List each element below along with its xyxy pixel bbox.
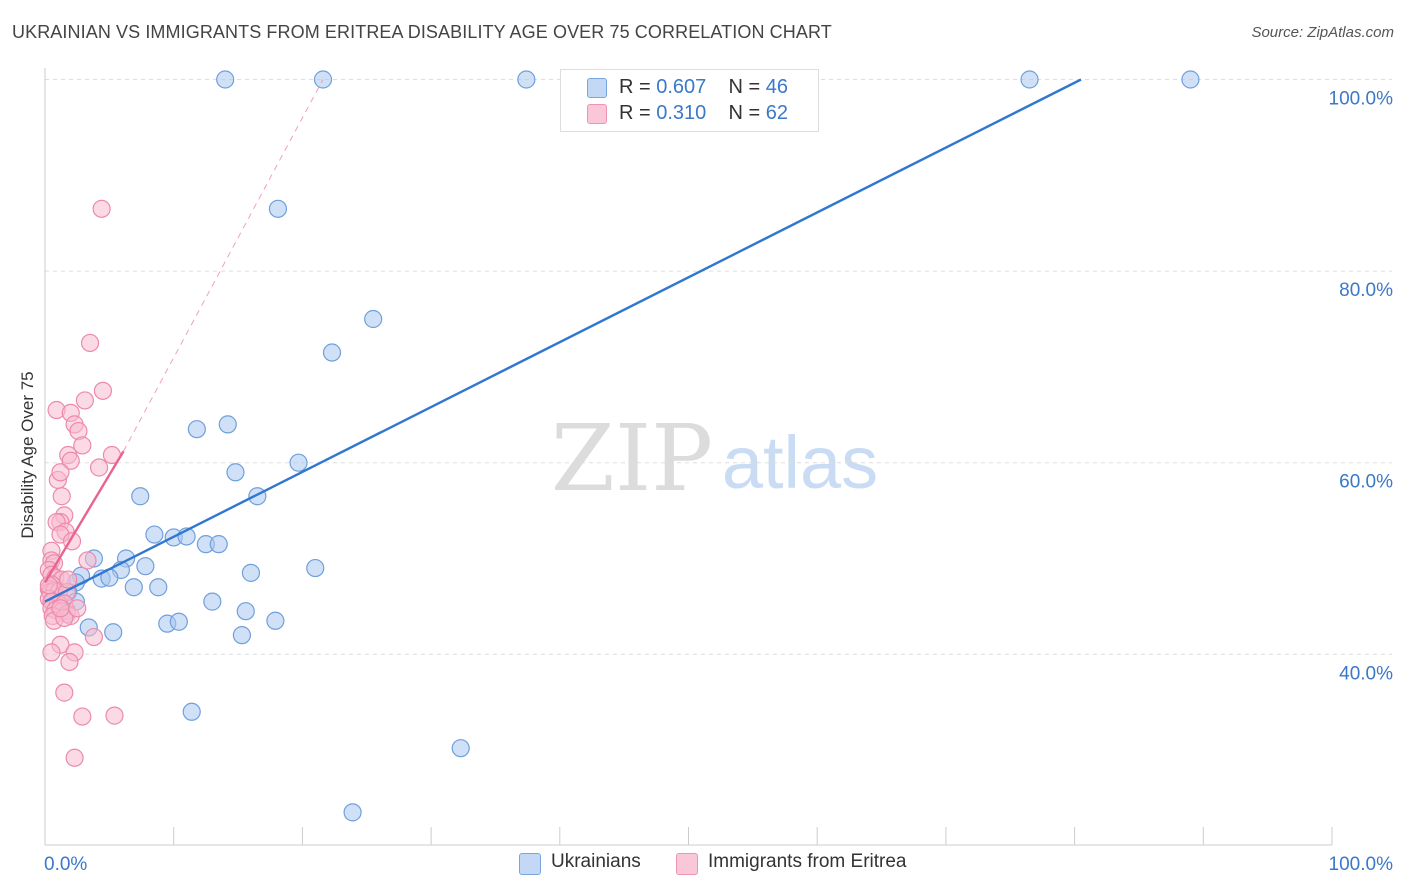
eritrea-point — [92, 199, 111, 218]
y-axis-label: Disability Age Over 75 — [18, 371, 37, 539]
eritrea-trend-line — [43, 450, 125, 584]
ukrainian-point — [343, 803, 362, 822]
chart-title: UKRAINIAN VS IMMIGRANTS FROM ERITREA DIS… — [12, 22, 832, 42]
eritrea-point — [42, 643, 61, 662]
eritrea-point — [55, 683, 74, 702]
legend-r-label: R = — [619, 102, 651, 124]
ukrainian-point — [517, 70, 536, 89]
eritrea-point — [105, 706, 124, 725]
bottom-legend-swatch-blue — [519, 853, 541, 875]
eritrea-point — [80, 333, 100, 353]
ukrainian-point — [232, 626, 252, 645]
bottom-legend-label: Immigrants from Eritrea — [708, 851, 907, 872]
y-tick-label: 80.0% — [1339, 280, 1393, 301]
eritrea-point — [51, 599, 70, 618]
eritrea-point — [84, 627, 104, 647]
eritrea-point — [59, 570, 78, 589]
legend-stats-ukrainians: R = 0.607 N = 46 — [619, 76, 788, 99]
ukrainian-point — [364, 309, 383, 329]
ukrainian-point — [306, 558, 325, 578]
ukrainian-point — [145, 525, 164, 544]
y-tick-label: 40.0% — [1339, 663, 1393, 684]
ukrainian-point — [226, 463, 245, 482]
legend-n-value: 46 — [765, 76, 789, 98]
ukrainian-point — [209, 535, 228, 554]
ukrainian-point — [289, 453, 308, 472]
ukrainian-point — [149, 578, 168, 597]
ukrainian-point — [236, 602, 255, 621]
eritrea-point — [73, 436, 92, 455]
y-tick-label: 100.0% — [1329, 89, 1394, 110]
legend-n-label: N = — [728, 76, 761, 98]
ukrainian-point — [203, 592, 222, 611]
bottom-legend-label: Ukrainians — [551, 851, 641, 872]
legend-swatch-blue — [587, 78, 607, 98]
ukrainian-point — [268, 199, 288, 218]
ukrainian-point — [218, 415, 237, 434]
eritrea-trend-extension — [123, 79, 324, 452]
ukrainian-point — [169, 612, 188, 631]
legend-swatch-pink — [587, 104, 607, 124]
eritrea-point — [78, 551, 97, 570]
eritrea-point — [52, 487, 71, 506]
ukrainian-point — [124, 578, 143, 597]
eritrea-point — [75, 391, 94, 410]
eritrea-point — [39, 576, 58, 595]
ukrainian-point — [104, 623, 123, 642]
watermark-zip: ZIP — [551, 405, 713, 512]
eritrea-point — [51, 463, 70, 482]
legend-row-eritrea: R = 0.310 N = 62 — [561, 101, 818, 127]
ukrainian-point — [1181, 70, 1200, 89]
legend-r-value: 0.310 — [656, 102, 707, 124]
legend-n-label: N = — [728, 102, 761, 124]
correlation-legend: R = 0.607 N = 46 R = 0.310 N = 62 — [560, 69, 819, 132]
eritrea-point — [93, 381, 113, 400]
ukrainian-point — [1020, 70, 1039, 89]
y-tick-label: 60.0% — [1339, 472, 1393, 493]
eritrea-point — [68, 599, 87, 618]
eritrea-point — [89, 458, 109, 477]
ukrainian-point — [187, 420, 206, 439]
legend-r-label: R = — [619, 76, 651, 98]
ukrainian-point — [182, 702, 201, 721]
ukrainian-point — [451, 739, 470, 758]
legend-row-ukrainians: R = 0.607 N = 46 — [561, 75, 818, 101]
ukrainian-trend-line — [44, 78, 1082, 603]
x-tick-label-max: 100.0% — [1329, 854, 1394, 875]
eritrea-point — [61, 451, 80, 470]
ukrainian-point — [136, 557, 155, 576]
eritrea-point — [65, 748, 84, 767]
ukrainian-point — [131, 487, 150, 506]
eritrea-point — [73, 707, 92, 726]
legend-r-value: 0.607 — [656, 76, 707, 98]
bottom-legend-swatch-pink — [676, 853, 698, 875]
x-tick-label-min: 0.0% — [44, 854, 87, 875]
legend-n-value: 62 — [765, 102, 789, 124]
ukrainian-point — [241, 563, 261, 582]
ukrainian-point — [266, 611, 285, 630]
ukrainian-point — [216, 70, 235, 89]
legend-stats-eritrea: R = 0.310 N = 62 — [619, 102, 788, 125]
eritrea-point — [60, 652, 79, 672]
ukrainian-point — [322, 343, 342, 362]
source-label: Source: ZipAtlas.com — [1251, 24, 1394, 41]
